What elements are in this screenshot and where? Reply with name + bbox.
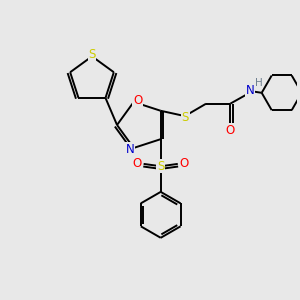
Text: O: O xyxy=(180,158,189,170)
Text: N: N xyxy=(125,143,134,156)
Text: S: S xyxy=(157,160,164,173)
Text: H: H xyxy=(255,78,262,88)
Text: O: O xyxy=(133,158,142,170)
Text: S: S xyxy=(88,47,96,61)
Text: S: S xyxy=(182,111,189,124)
Text: O: O xyxy=(133,94,142,107)
Text: N: N xyxy=(245,84,254,97)
Text: O: O xyxy=(226,124,235,137)
